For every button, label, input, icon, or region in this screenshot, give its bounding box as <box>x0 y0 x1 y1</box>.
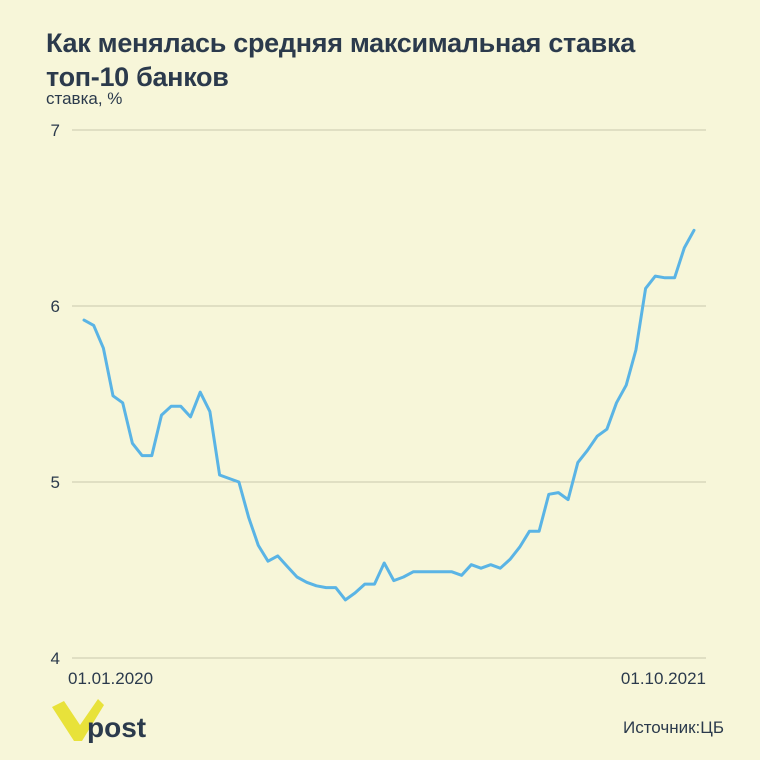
chart-title-line-2: топ-10 банков <box>46 62 229 92</box>
y-tick-labels: 4 5 6 7 <box>51 121 60 668</box>
y-tick-label: 5 <box>51 473 60 492</box>
chart-title-line-1: Как менялась средняя максимальная ставка <box>46 28 635 58</box>
x-tick-label: 01.01.2020 <box>68 669 153 688</box>
series-line-0 <box>82 228 696 602</box>
x-tick-label: 01.10.2021 <box>621 669 706 688</box>
brand-logo: post <box>48 695 168 745</box>
y-axis-unit-label: ставка, % <box>46 89 123 108</box>
y-tick-label: 7 <box>51 121 60 140</box>
y-tick-label: 4 <box>51 649 60 668</box>
x-tick-labels: 01.01.2020 01.10.2021 <box>68 669 706 688</box>
logo-mark-icon <box>52 699 104 741</box>
source-note: Источник:ЦБ <box>622 718 724 737</box>
y-tick-label: 6 <box>51 297 60 316</box>
chart-title: Как менялась средняя максимальная ставка… <box>46 26 686 94</box>
brand-name: post <box>87 712 147 743</box>
series-layer <box>82 228 696 602</box>
grid-lines <box>72 129 706 659</box>
